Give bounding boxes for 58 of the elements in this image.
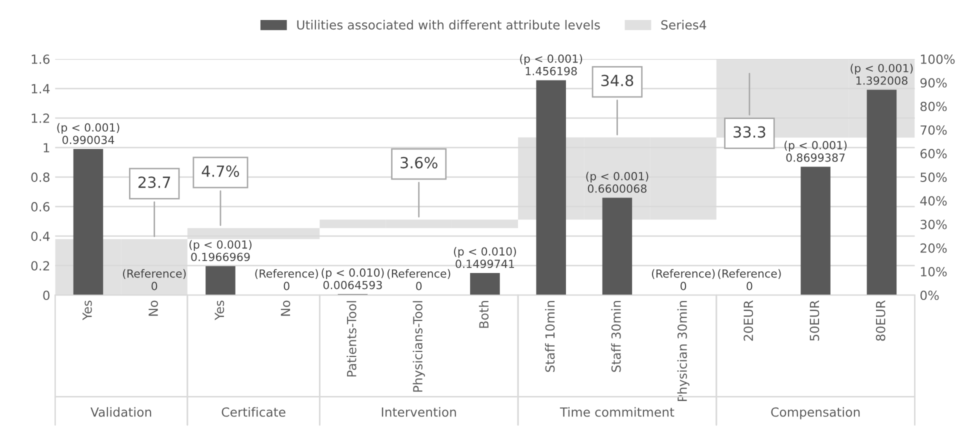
- data-label: 33.3: [734, 126, 766, 138]
- y-tick-label: 0.4: [31, 232, 50, 242]
- y-tick-label: 0.8: [31, 172, 50, 182]
- data-label: (p < 0.001) 1.456198: [520, 54, 582, 76]
- x-tick-label: Staff 30min: [611, 301, 621, 372]
- data-label: (p < 0.010) 0.0064593: [322, 268, 384, 290]
- x-tick-label: No: [280, 300, 290, 316]
- y-tick-label: 0.6: [31, 202, 50, 212]
- data-label: (Reference) 0: [387, 269, 450, 290]
- y-tick-label: 1.2: [32, 114, 50, 123]
- data-label: (Reference) 0: [652, 269, 715, 290]
- data-label: (p < 0.010) 0.1499741: [454, 247, 516, 268]
- data-label: (p < 0.001) 0.6600068: [586, 172, 648, 193]
- data-label: (p < 0.001) 0.1966969: [189, 240, 252, 262]
- x-tick-label: No: [148, 300, 158, 316]
- y2-tick-label: 0%: [920, 290, 939, 300]
- x-tick-label: Staff 10min: [545, 301, 555, 372]
- text: Time commitment: [560, 407, 674, 417]
- text: Compensation: [771, 407, 860, 420]
- y2-tick-label: 60%: [920, 148, 947, 158]
- text: Certificate: [222, 407, 286, 417]
- data-label: 34.8: [601, 74, 634, 86]
- x-tick-label: Physicians-Tool: [412, 301, 425, 392]
- y2-tick-label: 40%: [920, 196, 947, 206]
- data-label: 4.7%: [202, 165, 240, 177]
- x-tick-label: Both: [478, 301, 489, 328]
- x-tick-label: Yes: [82, 300, 92, 320]
- text: Intervention: [382, 407, 456, 417]
- x-tick-label: Physician 30min: [677, 301, 690, 401]
- data-label: (p < 0.001) 1.392008: [850, 64, 913, 85]
- x-tick-label: Yes: [214, 300, 224, 320]
- legend-label: Series4: [661, 20, 706, 30]
- y2-tick-label: 50%: [920, 172, 947, 182]
- data-label: (p < 0.001) 0.990034: [57, 123, 120, 144]
- y2-tick-label: 100%: [920, 54, 955, 64]
- y2-tick-label: 90%: [920, 78, 947, 88]
- y2-tick-label: 10%: [920, 266, 947, 276]
- x-tick-label: 20EUR: [744, 300, 754, 341]
- legend-label: Utilities associated with different attribute levels: [297, 20, 600, 30]
- data-label: (Reference) 0: [255, 269, 318, 290]
- x-tick-label: 50EUR: [810, 300, 820, 341]
- text: Validation: [90, 407, 152, 417]
- y2-tick-label: 20%: [920, 243, 947, 253]
- y-tick-label: 1: [44, 143, 50, 152]
- y2-tick-label: 80%: [920, 102, 947, 112]
- y-tick-label: 1.6: [32, 54, 50, 64]
- x-tick-label: 80EUR: [876, 300, 886, 341]
- y-tick-label: 0: [43, 290, 50, 300]
- data-label: (p < 0.001) 0.8699387: [784, 140, 847, 162]
- y2-tick-label: 70%: [920, 125, 947, 135]
- y-tick-label: 1.4: [32, 84, 50, 94]
- data-label: (Reference) 0: [123, 269, 186, 290]
- data-label: 3.6%: [400, 156, 438, 168]
- x-tick-label: Patients-Tool: [346, 301, 356, 376]
- y2-tick-label: 30%: [920, 220, 947, 230]
- y-tick-label: 0.2: [31, 261, 50, 271]
- data-label: 23.7: [138, 176, 170, 188]
- data-label: (Reference) 0: [718, 269, 781, 290]
